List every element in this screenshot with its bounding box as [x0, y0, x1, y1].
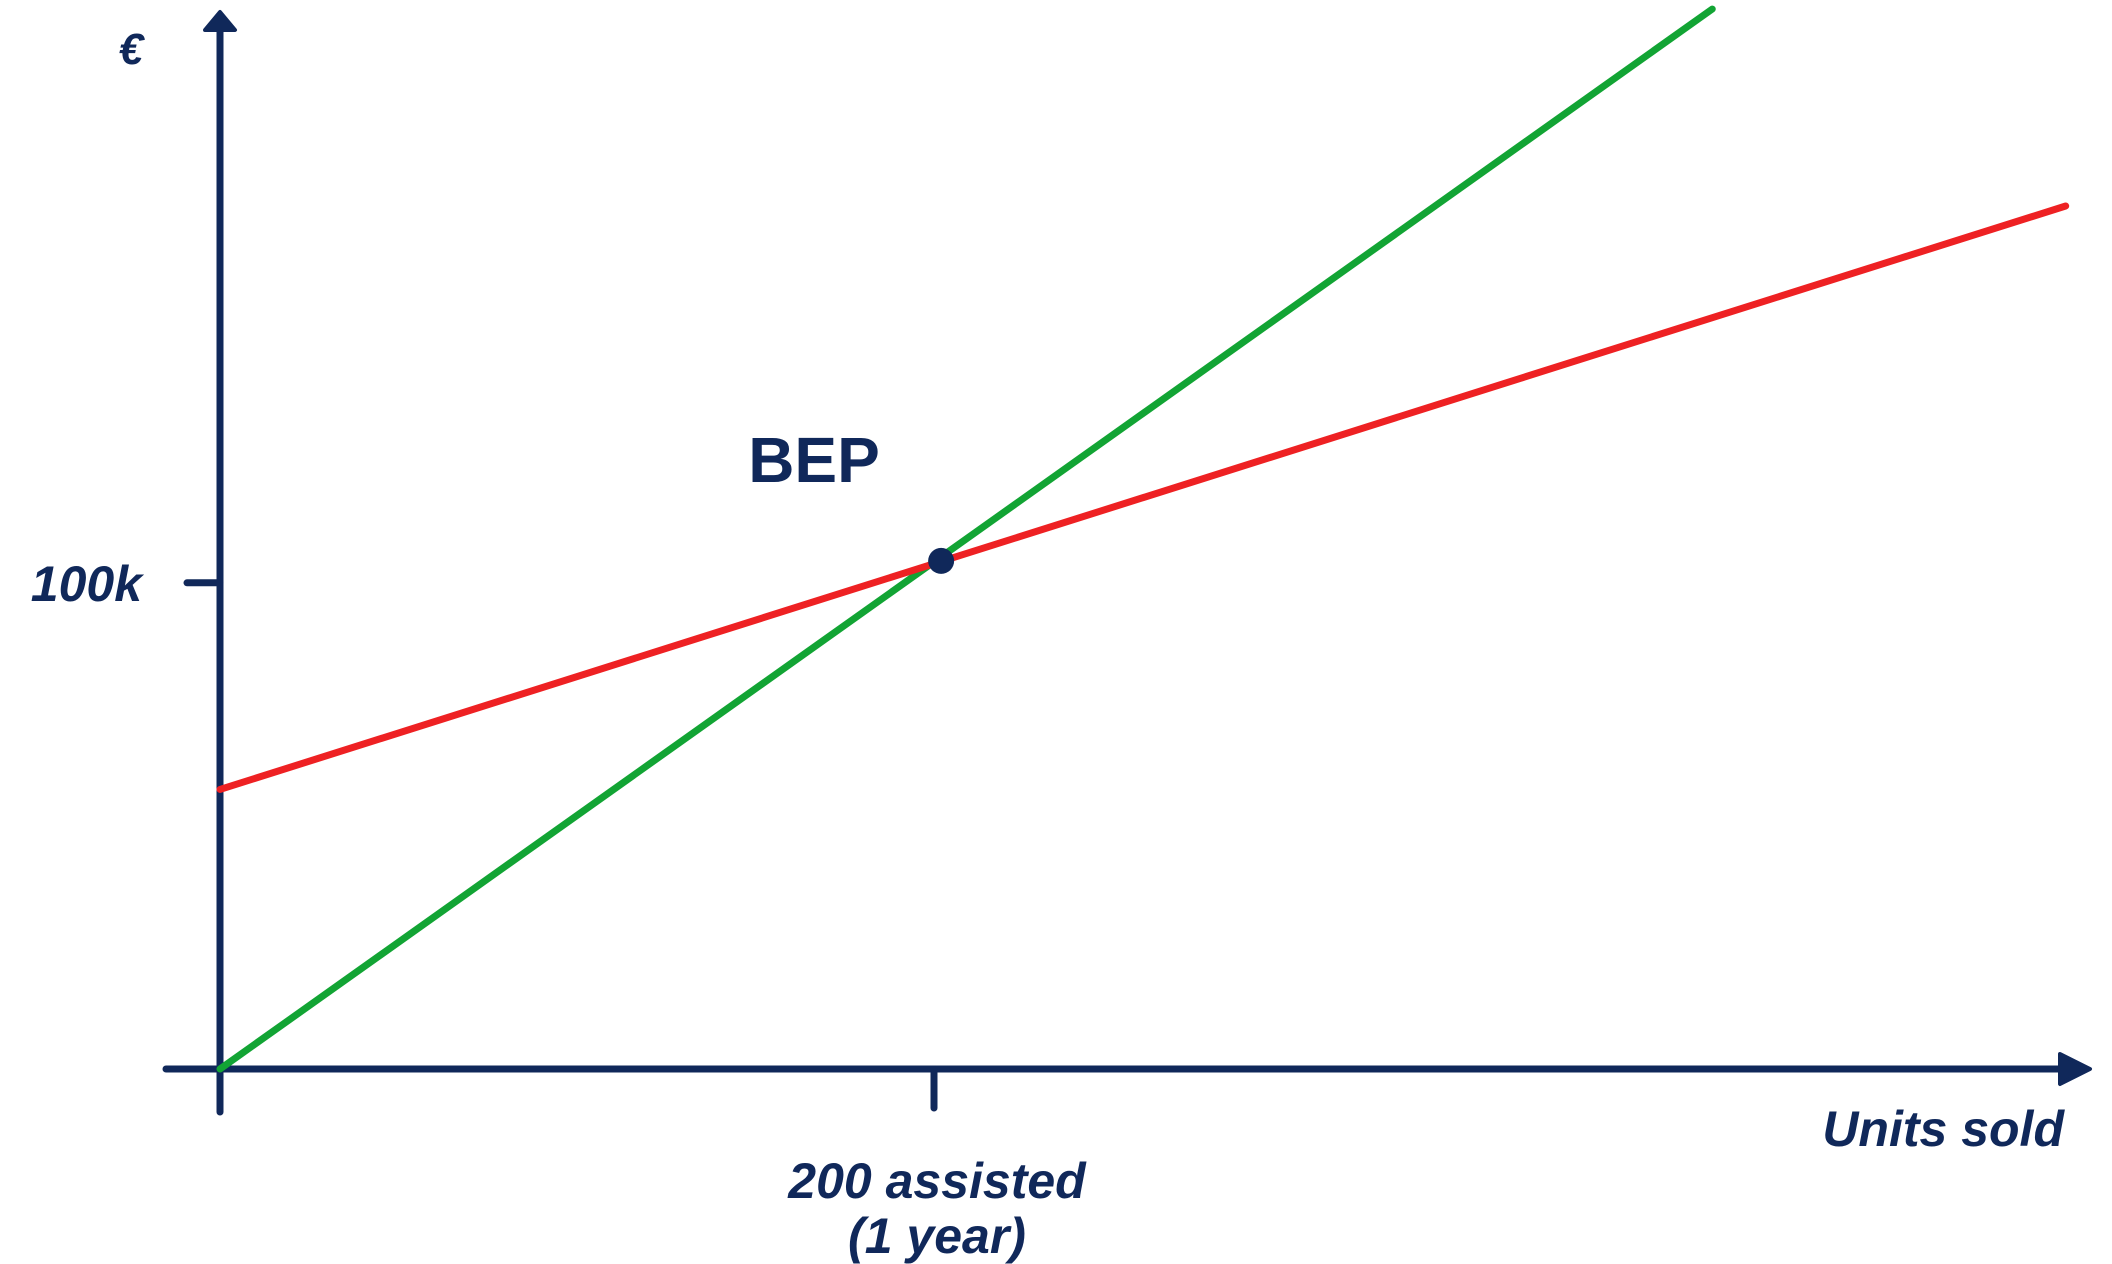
points-layer	[928, 547, 955, 574]
series-line-1	[216, 202, 2070, 793]
series-layer	[216, 5, 2070, 1073]
break-even-point	[928, 547, 955, 574]
y-tick-label: 100k	[31, 556, 144, 612]
y-axis-arrow	[203, 10, 237, 32]
series-line-0	[216, 5, 1716, 1073]
bep-annotation: BEP	[748, 424, 880, 496]
x-axis-label: Units sold	[1822, 1101, 2065, 1157]
ticks: 100k 200 assisted(1 year)	[31, 556, 1087, 1264]
x-tick-label-line2: (1 year)	[848, 1208, 1026, 1264]
axes	[162, 10, 2092, 1116]
x-tick-label-line1: 200 assisted	[787, 1153, 1087, 1209]
x-axis-arrow	[2058, 1052, 2092, 1086]
y-axis-label: €	[119, 25, 146, 74]
